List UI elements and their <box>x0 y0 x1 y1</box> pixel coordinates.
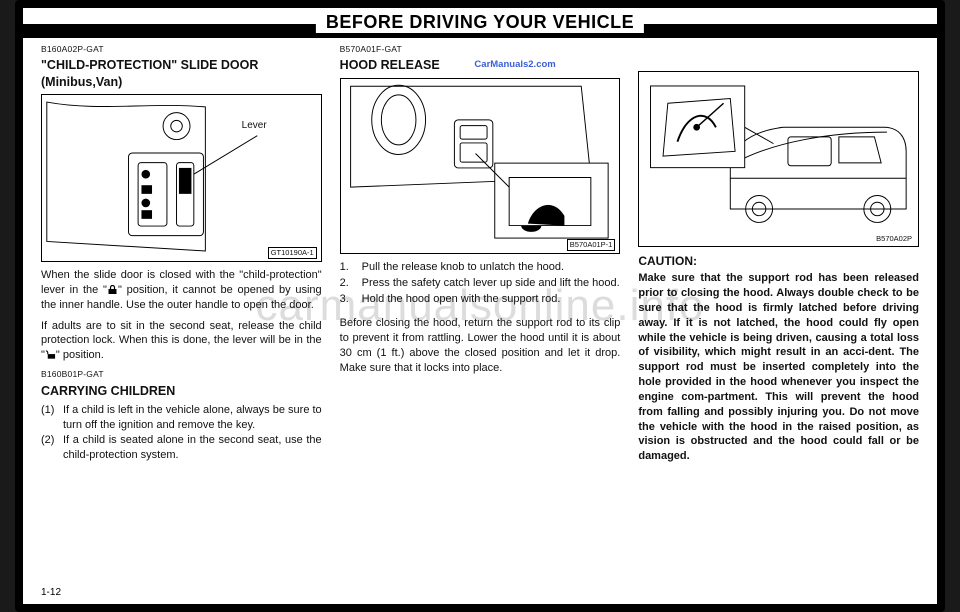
lock-open-icon <box>45 350 56 360</box>
page-title: BEFORE DRIVING YOUR VEHICLE <box>316 12 644 33</box>
figure-id: B570A01P-1 <box>567 239 616 251</box>
text-fragment: " position. <box>56 349 104 361</box>
section-title-hood-release: HOOD RELEASE CarManuals2.com <box>340 57 621 73</box>
list-text: If a child is seated alone in the second… <box>63 433 322 463</box>
list-item: 1. Pull the release knob to unlatch the … <box>340 260 621 275</box>
spacer <box>638 44 919 71</box>
caution-heading: CAUTION: <box>638 253 919 269</box>
list-number: 3. <box>340 292 356 307</box>
list-item: 2. Press the safety catch lever up side … <box>340 276 621 291</box>
list-number: (1) <box>41 403 57 433</box>
column-2: B570A01F-GAT HOOD RELEASE CarManuals2.co… <box>340 44 621 464</box>
list-number: (2) <box>41 433 57 463</box>
title-line-2: (Minibus,Van) <box>41 75 122 89</box>
child-lock-paragraph-1: When the slide door is closed with the "… <box>41 268 322 313</box>
section-title-child-protection: "CHILD-PROTECTION" SLIDE DOOR (Minibus,V… <box>41 57 322 90</box>
caution-text: Make sure that the support rod has been … <box>638 271 919 464</box>
lock-closed-icon <box>107 285 118 295</box>
list-number: 1. <box>340 260 356 275</box>
section-title-carrying-children: CARRYING CHILDREN <box>41 383 322 399</box>
manual-page: carmanualsonline.info BEFORE DRIVING YOU… <box>15 0 945 612</box>
list-text: Press the safety catch lever up side and… <box>362 276 620 291</box>
title-line-1: "CHILD-PROTECTION" SLIDE DOOR <box>41 58 258 72</box>
support-rod-diagram <box>639 72 918 246</box>
hood-closing-paragraph: Before closing the hood, return the supp… <box>340 316 621 375</box>
figure-id: GT10190A-1 <box>268 247 317 259</box>
list-item: 3. Hold the hood open with the support r… <box>340 292 621 307</box>
page-number: 1-12 <box>41 587 61 598</box>
figure-support-rod: B570A02P <box>638 71 919 247</box>
lever-callout-label: Lever <box>242 119 267 133</box>
section-code: B160B01P-GAT <box>41 369 322 380</box>
hood-release-diagram <box>341 79 620 253</box>
content-columns: B160A02P-GAT "CHILD-PROTECTION" SLIDE DO… <box>23 38 937 464</box>
header: BEFORE DRIVING YOUR VEHICLE <box>23 8 937 38</box>
child-lock-diagram <box>42 95 321 261</box>
list-item: (1) If a child is left in the vehicle al… <box>41 403 322 433</box>
list-text: If a child is left in the vehicle alone,… <box>63 403 322 433</box>
title-text: HOOD RELEASE <box>340 58 440 72</box>
figure-id: B570A02P <box>874 234 914 244</box>
column-3: B570A02P CAUTION: Make sure that the sup… <box>638 44 919 464</box>
list-item: (2) If a child is seated alone in the se… <box>41 433 322 463</box>
column-1: B160A02P-GAT "CHILD-PROTECTION" SLIDE DO… <box>41 44 322 464</box>
section-code: B570A01F-GAT <box>340 44 621 55</box>
list-text: Pull the release knob to unlatch the hoo… <box>362 260 564 275</box>
list-number: 2. <box>340 276 356 291</box>
figure-child-lock-lever: Lever <box>41 94 322 262</box>
section-code: B160A02P-GAT <box>41 44 322 55</box>
source-link: CarManuals2.com <box>474 59 555 70</box>
child-lock-paragraph-2: If adults are to sit in the second seat,… <box>41 319 322 364</box>
list-text: Hold the hood open with the support rod. <box>362 292 561 307</box>
figure-hood-release: B570A01P-1 <box>340 78 621 254</box>
